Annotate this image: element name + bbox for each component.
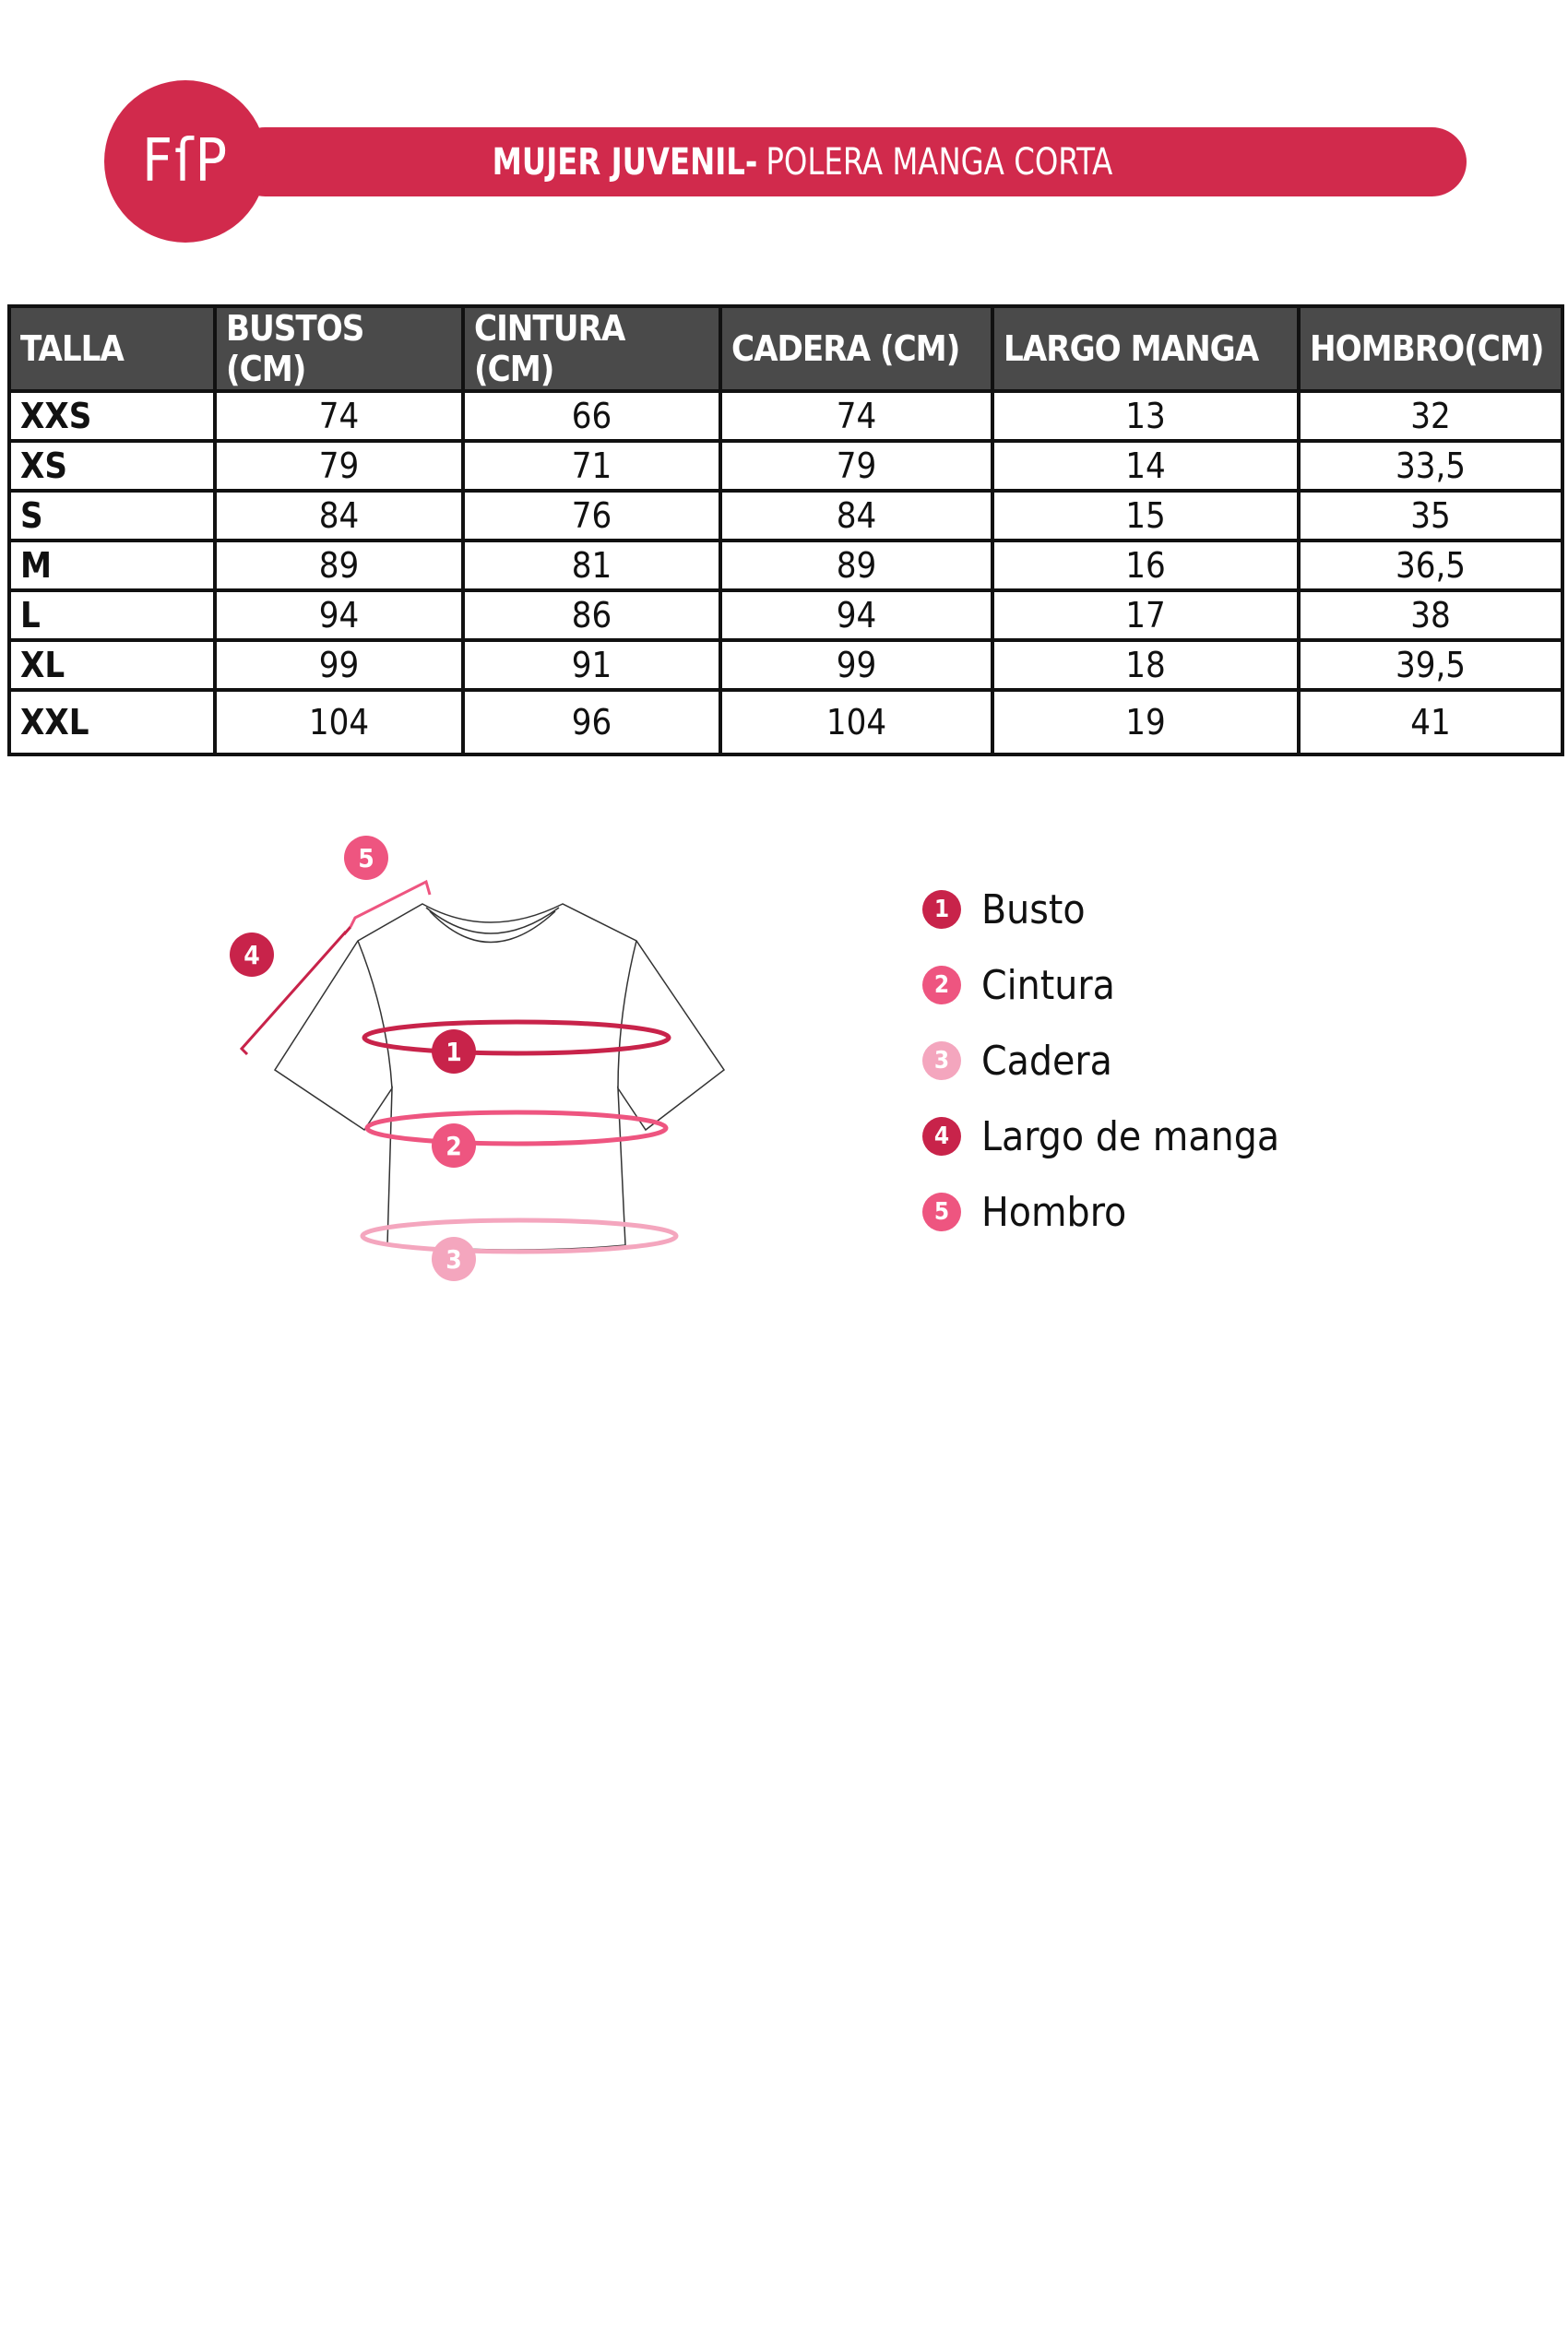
number-badge-icon: 4 [922, 1117, 961, 1156]
tshirt-outline [273, 903, 726, 1251]
measurement-cell: 74 [719, 389, 994, 443]
measurement-cell: 16 [991, 539, 1301, 592]
hip-measure-ring: 3 [360, 1218, 679, 1281]
measurement-cell: 89 [719, 539, 994, 592]
column-header: CADERA (CM) [719, 304, 994, 393]
measurement-cell: 36,5 [1297, 539, 1564, 592]
measurement-cell: 79 [719, 439, 994, 493]
measurement-cell: 76 [461, 489, 722, 542]
measurement-cell: 99 [213, 638, 465, 692]
measurement-cell: 15 [991, 489, 1301, 542]
measurement-cell: 71 [461, 439, 722, 493]
measurement-cell: 84 [719, 489, 994, 542]
number-badge-icon: 1 [922, 890, 961, 929]
table-row: XL 99 91 99 18 39,5 [7, 638, 1564, 692]
column-header: BUSTOS (CM) [213, 304, 465, 393]
legend-label: Cadera [981, 1037, 1112, 1085]
number-badge-icon: 3 [922, 1041, 961, 1080]
table-row: XS 79 71 79 14 33,5 [7, 439, 1564, 493]
svg-text:3: 3 [445, 1244, 462, 1275]
measurement-cell: 19 [991, 688, 1301, 756]
number-badge-icon: 5 [922, 1193, 961, 1231]
measurement-cell: 104 [719, 688, 994, 756]
title-product: POLERA MANGA CORTA [766, 140, 1113, 184]
measurement-cell: 79 [213, 439, 465, 493]
size-table: TALLA BUSTOS (CM) CINTURA (CM) CADERA (CM) L… [7, 304, 1564, 756]
measurement-legend: 1 Busto 2 Cintura 3 Cadera 4 Largo de manga 5 Hom… [922, 872, 1279, 1250]
legend-label: Hombro [981, 1188, 1127, 1236]
legend-label: Largo de manga [981, 1112, 1280, 1160]
measurement-cell: 33,5 [1297, 439, 1564, 493]
legend-item: 1 Busto [922, 872, 1279, 947]
measurement-cell: 35 [1297, 489, 1564, 542]
table-row: L 94 86 94 17 38 [7, 588, 1564, 642]
size-cell: XXS [7, 389, 217, 443]
waist-measure-ring: 2 [364, 1110, 669, 1168]
measurement-cell: 94 [213, 588, 465, 642]
measurement-cell: 13 [991, 389, 1301, 443]
measurement-cell: 17 [991, 588, 1301, 642]
measurement-cell: 39,5 [1297, 638, 1564, 692]
measurement-cell: 81 [461, 539, 722, 592]
legend-label: Busto [981, 885, 1086, 933]
size-cell: L [7, 588, 217, 642]
measurement-cell: 14 [991, 439, 1301, 493]
title-category: MUJER JUVENIL- [492, 140, 758, 184]
table-row: XXL 104 96 104 19 41 [7, 688, 1564, 756]
measurement-cell: 84 [213, 489, 465, 542]
measurement-cell: 41 [1297, 688, 1564, 756]
measurement-cell: 18 [991, 638, 1301, 692]
svg-text:1: 1 [445, 1037, 462, 1067]
legend-label: Cintura [981, 961, 1115, 1009]
shoulder-badge: 5 [344, 836, 388, 880]
svg-text:5: 5 [358, 843, 374, 873]
size-cell: XXL [7, 688, 217, 756]
table-row: M 89 81 89 16 36,5 [7, 539, 1564, 592]
size-cell: S [7, 489, 217, 542]
size-cell: XS [7, 439, 217, 493]
measurement-cell: 94 [719, 588, 994, 642]
legend-item: 2 Cintura [922, 947, 1279, 1023]
column-header: LARGO MANGA [991, 304, 1301, 393]
measurement-cell: 99 [719, 638, 994, 692]
legend-item: 3 Cadera [922, 1023, 1279, 1099]
size-cell: XL [7, 638, 217, 692]
column-header: CINTURA (CM) [461, 304, 722, 393]
column-header: TALLA [7, 304, 217, 393]
svg-text:4: 4 [244, 940, 260, 970]
page-title: MUJER JUVENIL- POLERA MANGA CORTA [288, 127, 1317, 196]
svg-text:2: 2 [445, 1131, 462, 1161]
column-header: HOMBRO(CM) [1297, 304, 1564, 393]
measurement-cell: 89 [213, 539, 465, 592]
table-row: S 84 76 84 15 35 [7, 489, 1564, 542]
legend-item: 4 Largo de manga [922, 1099, 1279, 1174]
table-row: XXS 74 66 74 13 32 [7, 389, 1564, 443]
measurement-cell: 104 [213, 688, 465, 756]
measurement-cell: 74 [213, 389, 465, 443]
legend-item: 5 Hombro [922, 1174, 1279, 1250]
size-cell: M [7, 539, 217, 592]
brand-logo: FſP [104, 80, 267, 243]
measurement-cell: 66 [461, 389, 722, 443]
table-header-row: TALLA BUSTOS (CM) CINTURA (CM) CADERA (CM) L… [7, 304, 1564, 393]
measurement-cell: 96 [461, 688, 722, 756]
shoulder-measure-line [349, 879, 432, 928]
tshirt-measurement-diagram: 1 2 3 4 5 [230, 836, 726, 1281]
title-banner [231, 127, 1467, 196]
measurement-cell: 86 [461, 588, 722, 642]
measurement-cell: 32 [1297, 389, 1564, 443]
sleeve-badge: 4 [230, 932, 274, 977]
measurement-cell: 38 [1297, 588, 1564, 642]
measurement-cell: 91 [461, 638, 722, 692]
sleeve-measure-line [239, 926, 352, 1056]
bust-measure-ring: 1 [362, 1019, 671, 1074]
number-badge-icon: 2 [922, 966, 961, 1004]
